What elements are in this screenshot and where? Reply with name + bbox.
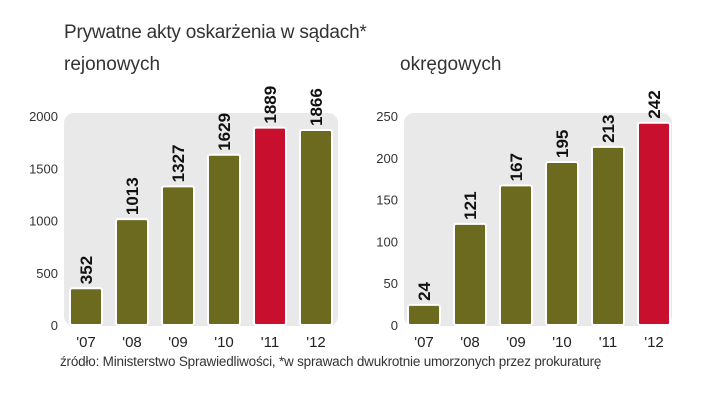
right-y-tick-label: 0 — [391, 318, 398, 333]
right-bar-3 — [545, 160, 579, 326]
right-y-tick-label: 150 — [376, 193, 398, 208]
left-category-label: '08 — [122, 334, 142, 351]
right-chart-subtitle: okręgowych — [400, 54, 502, 75]
source-note: źródło: Ministerstwo Sprawiedliwości, *w… — [60, 354, 602, 369]
left-chart-subtitle: rejonowych — [64, 54, 161, 75]
left-bar-0 — [69, 287, 103, 327]
chart-title: Prywatne akty oskarżenia w sądach* — [64, 22, 367, 43]
right-plot-panel — [404, 113, 672, 326]
left-bar-5 — [299, 129, 333, 326]
left-category-label: '07 — [76, 334, 96, 351]
right-value-label: 213 — [599, 115, 618, 143]
left-y-tick-label: 2000 — [29, 109, 58, 124]
right-category-label: '12 — [644, 334, 664, 351]
left-value-label: 352 — [77, 256, 96, 284]
left-value-label: 1327 — [169, 145, 188, 183]
right-value-label: 24 — [415, 281, 434, 300]
right-bar-5 — [637, 121, 671, 326]
right-value-label: 121 — [461, 191, 480, 219]
left-bar-1 — [115, 218, 149, 326]
right-category-label: '07 — [414, 334, 434, 351]
right-y-tick-label: 200 — [376, 151, 398, 166]
right-category-label: '08 — [460, 334, 480, 351]
left-y-tick-label: 0 — [51, 318, 58, 333]
right-bar-0 — [407, 303, 441, 327]
left-value-label: 1013 — [123, 177, 142, 215]
right-value-label: 167 — [507, 153, 526, 181]
left-category-label: '09 — [168, 334, 188, 351]
right-bar-2 — [499, 184, 533, 326]
left-category-label: '12 — [306, 334, 326, 351]
left-value-label: 1889 — [261, 86, 280, 124]
left-category-label: '11 — [261, 334, 279, 351]
right-value-label: 242 — [645, 90, 664, 118]
left-bar-4 — [253, 126, 287, 326]
right-y-tick-label: 50 — [384, 276, 398, 291]
right-value-label: 195 — [553, 130, 572, 158]
right-y-tick-label: 100 — [376, 234, 398, 249]
right-y-tick-label: 250 — [376, 109, 398, 124]
left-category-label: '10 — [214, 334, 234, 351]
left-y-tick-label: 1500 — [29, 161, 58, 176]
right-category-label: '09 — [506, 334, 526, 351]
left-y-tick-label: 1000 — [29, 214, 58, 229]
right-bar-1 — [453, 222, 487, 326]
right-category-label: '11 — [599, 334, 617, 351]
right-category-label: '10 — [552, 334, 572, 351]
left-value-label: 1629 — [215, 113, 234, 151]
left-plot-panel — [64, 113, 338, 326]
left-value-label: 1866 — [307, 88, 326, 126]
left-bar-3 — [207, 153, 241, 326]
right-bar-4 — [591, 145, 625, 326]
left-bar-2 — [161, 185, 195, 326]
left-y-tick-label: 500 — [36, 266, 58, 281]
